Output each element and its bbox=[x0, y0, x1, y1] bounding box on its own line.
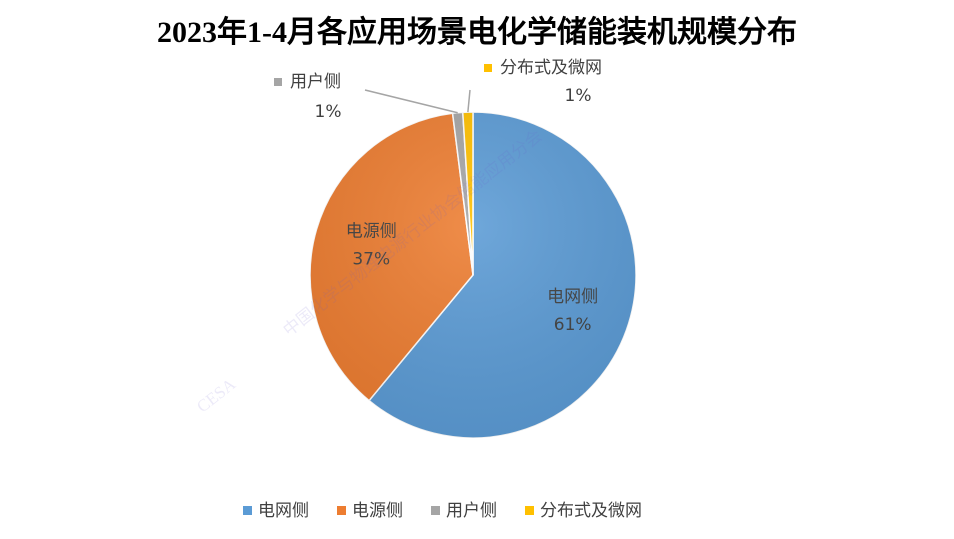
chart-title: 2023年1-4月各应用场景电化学储能装机规模分布 bbox=[157, 15, 797, 49]
data-label-value: 1% bbox=[565, 86, 592, 106]
data-label-name: 用户侧 bbox=[290, 72, 341, 92]
watermark-logo: CESA bbox=[193, 374, 240, 416]
leader-line bbox=[364, 89, 458, 114]
legend-marker bbox=[337, 506, 346, 515]
leader-line bbox=[467, 89, 471, 113]
data-label-name: 分布式及微网 bbox=[500, 58, 602, 78]
legend-label: 用户侧 bbox=[446, 501, 497, 521]
label-marker bbox=[527, 292, 535, 300]
legend-label: 电网侧 bbox=[258, 501, 309, 521]
legend-marker bbox=[431, 506, 440, 515]
legend: 电网侧 电源侧 用户侧 分布式及微网 bbox=[243, 501, 642, 521]
legend-label: 电源侧 bbox=[352, 501, 403, 521]
label-marker bbox=[274, 78, 282, 86]
data-label-name: 电网侧 bbox=[547, 287, 598, 307]
legend-marker bbox=[525, 506, 534, 515]
legend-label: 分布式及微网 bbox=[540, 501, 642, 521]
data-label-value: 1% bbox=[315, 102, 342, 122]
label-marker bbox=[484, 64, 492, 72]
label-marker bbox=[326, 227, 334, 235]
data-label-value: 61% bbox=[554, 315, 592, 335]
legend-marker bbox=[243, 506, 252, 515]
